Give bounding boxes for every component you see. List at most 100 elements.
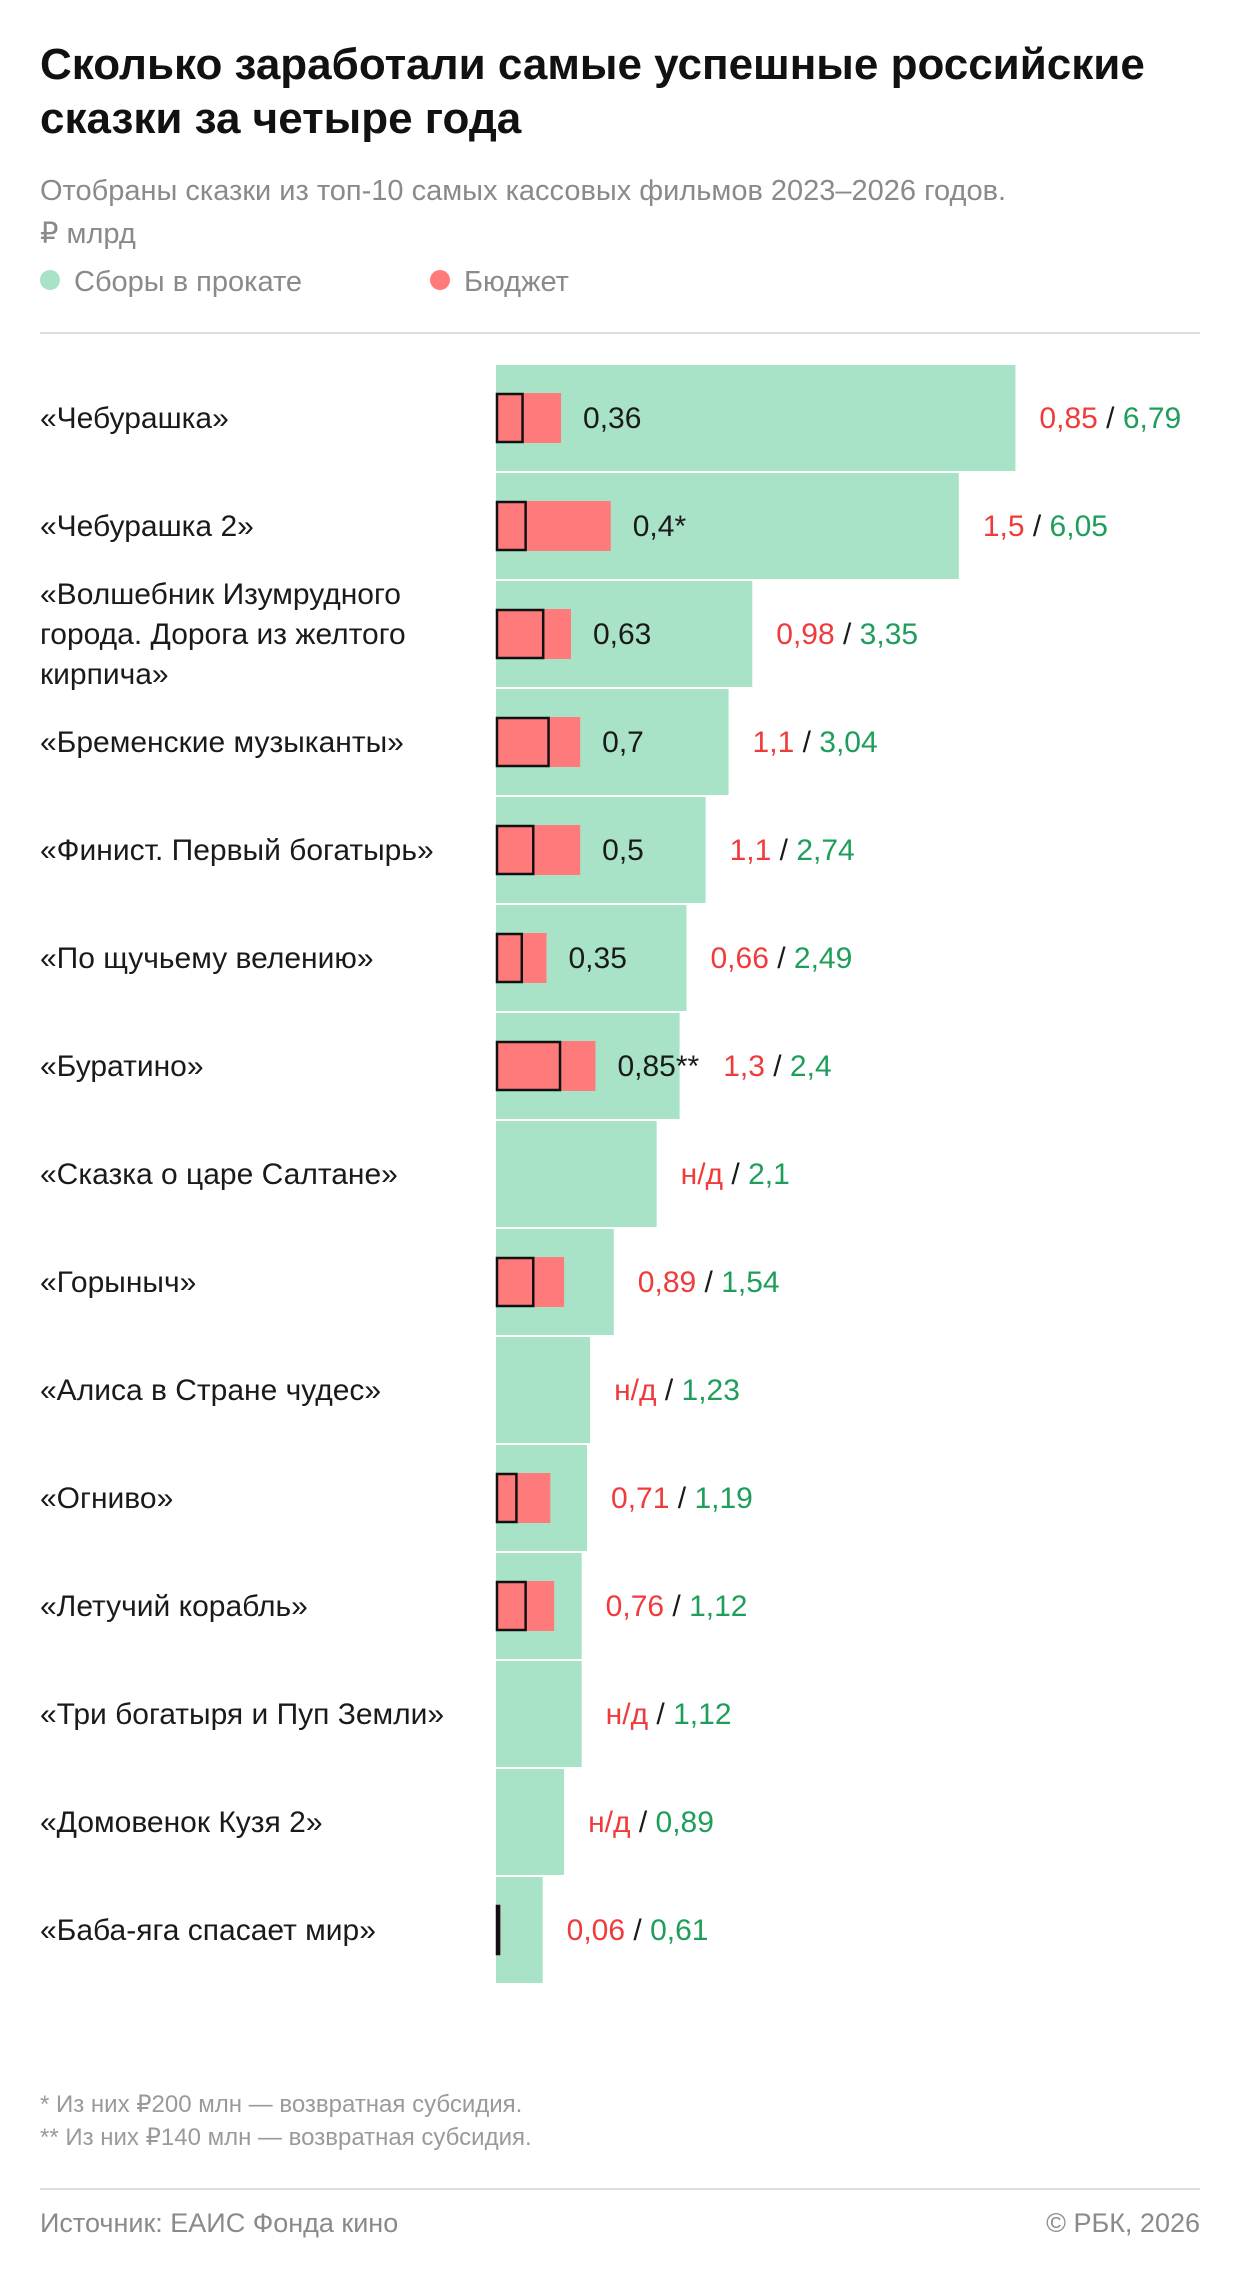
copyright: © РБК, 2026 <box>1046 2208 1200 2238</box>
subsidy-box <box>495 932 524 984</box>
value-separator: / <box>664 1590 689 1623</box>
box-office-bar <box>496 365 1016 471</box>
category-label: «Буратино» <box>40 1050 204 1083</box>
box-office-value: 2,1 <box>748 1158 790 1191</box>
header-divider <box>40 332 1200 334</box>
budget-value: 0,71 <box>611 1482 669 1515</box>
subsidy-box <box>495 608 545 660</box>
value-separator: / <box>696 1266 721 1299</box>
subsidy-box <box>495 1904 501 1956</box>
subsidy-value-label: 0,7 <box>602 726 644 759</box>
value-separator: / <box>1098 402 1123 435</box>
budget-value: 0,06 <box>567 1914 625 1947</box>
category-label: «По щучьему велению» <box>40 942 374 975</box>
legend-item-budget: Бюджет <box>430 266 569 299</box>
subsidy-value-label: 0,35 <box>568 942 626 975</box>
box-office-value: 2,49 <box>794 942 852 975</box>
subsidy-box <box>495 392 524 444</box>
category-label: «Летучий корабль» <box>40 1590 308 1623</box>
box-office-value: 1,19 <box>694 1482 752 1515</box>
category-label: «Чебурашка» <box>40 402 229 435</box>
box-office-value: 2,74 <box>796 834 854 867</box>
box-office-value: 3,35 <box>860 618 918 651</box>
budget-bar <box>496 825 581 875</box>
value-pair-label: 0,06 / 0,61 <box>567 1914 709 1947</box>
value-separator: / <box>765 1050 790 1083</box>
category-label: «Финист. Первый богатырь» <box>40 834 434 867</box>
box-office-bar <box>496 1769 565 1875</box>
value-separator: / <box>625 1914 650 1947</box>
category-label: «Сказка о царе Салтане» <box>40 1158 398 1191</box>
box-office-bar <box>496 1877 543 1983</box>
budget-bar <box>496 717 581 767</box>
legend-label-budget: Бюджет <box>464 266 569 298</box>
value-separator: / <box>835 618 860 651</box>
value-separator: / <box>771 834 796 867</box>
budget-value: 0,89 <box>638 1266 696 1299</box>
budget-value: 0,85 <box>1039 402 1097 435</box>
box-office-value: 3,04 <box>819 726 877 759</box>
budget-value: н/д <box>681 1158 723 1191</box>
value-separator: / <box>631 1806 656 1839</box>
value-pair-label: 1,1 / 3,04 <box>753 726 878 759</box>
legend-item-box-office: Сборы в прокате <box>40 266 302 299</box>
box-office-bar <box>496 1337 591 1443</box>
box-office-value: 6,79 <box>1123 402 1181 435</box>
value-separator: / <box>769 942 794 975</box>
legend-label-box-office: Сборы в прокате <box>74 266 303 298</box>
source-note: Источник: ЕАИС Фонда кино <box>40 2208 399 2238</box>
category-label: «Бременские музыканты» <box>40 726 404 759</box>
value-pair-label: 1,1 / 2,74 <box>730 834 855 867</box>
category-label: «Чебурашка 2» <box>40 510 254 543</box>
footer-divider <box>40 2188 1200 2190</box>
box-office-bar <box>496 1661 582 1767</box>
bar-chart: Субсидия0,360,85 / 6,79«Чебурашка»0,4*1,… <box>40 365 1181 1983</box>
value-pair-label: 0,66 / 2,49 <box>710 942 852 975</box>
budget-bar <box>496 1473 551 1523</box>
value-pair-label: н/д / 1,12 <box>606 1698 732 1731</box>
category-label: «Баба-яга спасает мир» <box>40 1914 376 1947</box>
box-office-value: 6,05 <box>1050 510 1108 543</box>
value-separator: / <box>669 1482 694 1515</box>
budget-bar <box>496 1257 565 1307</box>
box-office-value: 0,61 <box>650 1914 708 1947</box>
category-label: «Волшебник Изумрудного города. Дорога из … <box>40 578 406 691</box>
budget-bar <box>496 501 611 551</box>
budget-value: 0,66 <box>710 942 768 975</box>
value-pair-label: 0,98 / 3,35 <box>776 618 918 651</box>
box-office-value: 0,89 <box>656 1806 714 1839</box>
value-separator: / <box>794 726 819 759</box>
box-office-value: 1,12 <box>689 1590 747 1623</box>
subsidy-box <box>495 1040 562 1092</box>
value-separator: / <box>657 1374 682 1407</box>
value-pair-label: 0,76 / 1,12 <box>606 1590 748 1623</box>
budget-value: 1,3 <box>723 1050 765 1083</box>
value-pair-label: 1,3 / 2,4 <box>723 1050 831 1083</box>
box-office-value: 1,23 <box>682 1374 740 1407</box>
value-pair-label: 0,89 / 1,54 <box>638 1266 780 1299</box>
budget-value: 0,98 <box>776 618 834 651</box>
budget-value: н/д <box>588 1806 630 1839</box>
subsidy-value-label: 0,4* <box>633 510 687 543</box>
subsidy-box <box>495 1256 535 1308</box>
value-pair-label: н/д / 0,89 <box>588 1806 714 1839</box>
subsidy-box <box>495 1580 527 1632</box>
subtitle-line-1: Отобраны сказки из топ-10 самых кассовых… <box>40 175 1007 207</box>
value-pair-label: 1,5 / 6,05 <box>983 510 1108 543</box>
footnote-2: ** Из них ₽140 млн — возвратная субсидия… <box>40 2124 532 2151</box>
legend-swatch-budget <box>430 270 450 291</box>
chart-subtitle: Отобраны сказки из топ-10 самых кассовых… <box>40 170 1190 256</box>
category-label: «Домовенок Кузя 2» <box>40 1806 323 1839</box>
footnotes: * Из них ₽200 млн — возвратная субсидия.… <box>40 2088 532 2154</box>
subsidy-box <box>495 1472 518 1524</box>
subsidy-value-label: 0,36 <box>583 402 641 435</box>
subsidy-value-label: 0,85** <box>617 1050 699 1083</box>
chart-title: Сколько заработали самые успешные россий… <box>40 40 1145 143</box>
category-label: «Алиса в Стране чудес» <box>40 1374 381 1407</box>
budget-value: 1,1 <box>730 834 772 867</box>
value-pair-label: 0,71 / 1,19 <box>611 1482 753 1515</box>
value-pair-label: н/д / 1,23 <box>614 1374 740 1407</box>
subsidy-box <box>495 716 550 768</box>
subsidy-value-label: 0,5 <box>602 834 644 867</box>
box-office-bar <box>496 1121 657 1227</box>
